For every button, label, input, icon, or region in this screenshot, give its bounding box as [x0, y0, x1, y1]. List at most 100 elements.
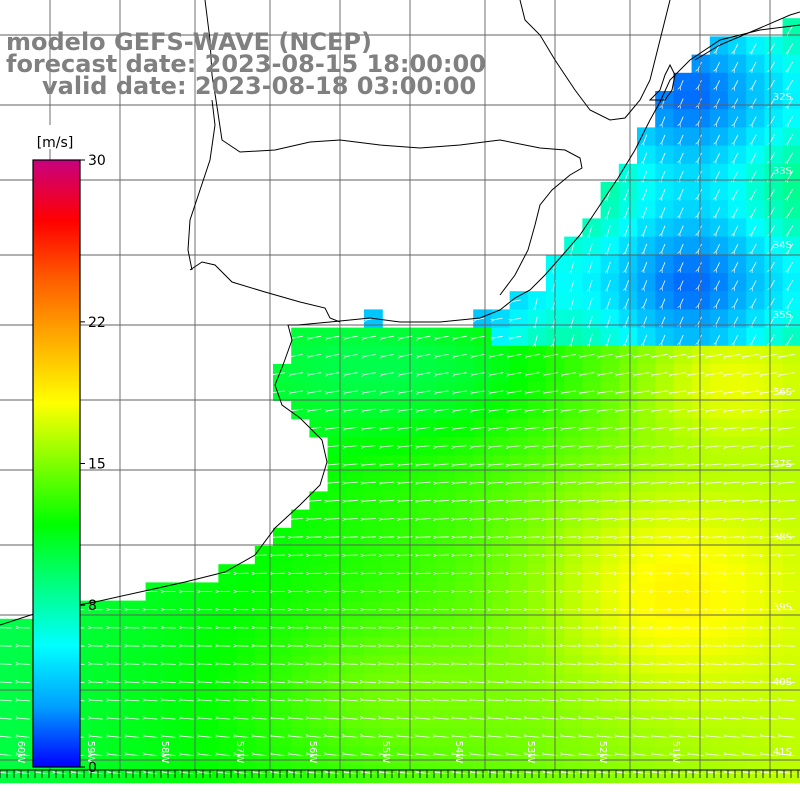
wind-arrow	[472, 537, 485, 538]
wind-cell	[655, 237, 674, 256]
longitude-label: 56W	[307, 741, 318, 764]
wind-cell	[564, 255, 583, 274]
wind-arrow	[91, 664, 103, 665]
longitude-label: 55W	[380, 741, 391, 764]
wind-cell	[764, 200, 783, 219]
latitude-label: 33S	[773, 166, 792, 177]
wind-arrow	[346, 537, 358, 538]
wind-arrow	[726, 646, 740, 647]
wind-cell	[728, 73, 747, 92]
wind-cell	[746, 109, 765, 128]
wind-arrow	[781, 646, 795, 647]
latitude-label: 32S	[773, 92, 792, 103]
wind-arrow	[617, 646, 631, 647]
wind-cell	[764, 291, 783, 310]
wind-arrow	[382, 537, 394, 538]
wind-cell	[710, 237, 729, 256]
wind-arrow	[364, 537, 376, 538]
colorbar-tick-label: 15	[88, 457, 106, 473]
wind-arrow	[653, 646, 668, 647]
wind-cell	[655, 328, 674, 347]
wind-cell	[673, 273, 692, 292]
wind-arrow	[653, 555, 668, 556]
wind-arrow	[563, 646, 577, 647]
wind-arrow	[689, 555, 704, 556]
wind-cell	[746, 91, 765, 110]
longitude-label: 51W	[670, 741, 681, 764]
wind-arrow	[581, 646, 595, 647]
latitude-label: 35S	[773, 310, 792, 321]
wind-arrow	[436, 537, 449, 538]
wind-cell	[746, 55, 765, 74]
colorbar-ramp	[33, 160, 80, 767]
wind-arrow	[255, 664, 267, 665]
wind-cell	[637, 328, 656, 347]
wind-cell	[673, 218, 692, 237]
wind-arrow	[671, 555, 686, 556]
wind-cell	[692, 109, 711, 128]
longitude-label: 53W	[525, 741, 536, 764]
wind-cell	[764, 55, 783, 74]
wind-cell	[764, 109, 783, 128]
wind-arrow	[19, 664, 30, 665]
wind-cell	[673, 109, 692, 128]
colorbar-tick-label: 0	[88, 760, 97, 776]
latitude-label: 41S	[773, 747, 792, 758]
wind-arrow	[708, 555, 723, 556]
wind-cell	[619, 328, 638, 347]
wind-cell	[692, 291, 711, 310]
coastline-rio-de-la-plata	[190, 262, 340, 322]
wind-cell	[710, 182, 729, 201]
wind-arrow	[635, 555, 650, 556]
wind-cell	[564, 291, 583, 310]
wind-arrow	[236, 664, 248, 665]
colorbar-tick-label: 22	[88, 315, 106, 331]
wind-cell	[637, 146, 656, 165]
wind-cell	[692, 273, 711, 292]
wind-arrow	[273, 537, 285, 538]
longitude-label: 58W	[159, 741, 170, 764]
wind-cell	[637, 218, 656, 237]
wind-cell	[728, 146, 747, 165]
title-valid-date: valid date: 2023-08-18 03:00:00	[42, 74, 476, 98]
wind-cell	[692, 73, 711, 92]
wind-cell	[692, 200, 711, 219]
wind-cell	[673, 127, 692, 146]
wind-arrow	[599, 555, 613, 556]
latitude-label: 37S	[773, 459, 792, 470]
wind-arrow	[781, 555, 795, 556]
wind-cell	[728, 91, 747, 110]
latitude-label: 40S	[773, 677, 792, 688]
wind-cell	[746, 291, 765, 310]
wind-cell	[746, 200, 765, 219]
wind-cell	[728, 273, 747, 292]
colorbar-unit-label: [m/s]	[37, 135, 74, 151]
wind-arrow	[146, 664, 158, 665]
wind-cell	[764, 182, 783, 201]
border-argentina-uruguay	[188, 100, 215, 270]
wind-cell	[764, 255, 783, 274]
wind-cell	[692, 91, 711, 110]
wind-cell	[764, 273, 783, 292]
wind-cell	[746, 73, 765, 92]
wind-arrow	[291, 537, 303, 538]
wind-cell	[746, 328, 765, 347]
wind-cell	[728, 291, 747, 310]
wind-cell	[582, 255, 601, 274]
longitude-label: 54W	[453, 741, 464, 764]
wind-arrow	[291, 664, 304, 665]
wind-arrow	[671, 646, 686, 647]
wind-arrow	[109, 664, 121, 665]
wind-cell	[673, 237, 692, 256]
wind-cell	[692, 146, 711, 165]
wind-cell	[764, 146, 783, 165]
wind-cell	[582, 291, 601, 310]
wind-cell	[728, 218, 747, 237]
wind-cell	[746, 146, 765, 165]
wind-arrow	[273, 664, 286, 665]
wind-cell	[728, 36, 747, 55]
longitude-label: 52W	[597, 741, 608, 764]
latitude-label: 34S	[773, 240, 792, 251]
wind-arrow	[1, 664, 12, 665]
